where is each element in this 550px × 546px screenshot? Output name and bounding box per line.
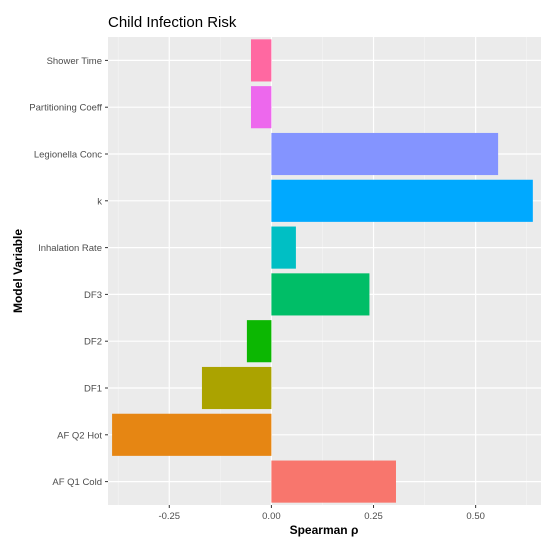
y-tick-label: Inhalation Rate <box>38 243 102 254</box>
bar-k <box>271 179 533 222</box>
bar-df2 <box>246 320 272 363</box>
x-axis-ticks: -0.25 0.00 0.25 0.50 <box>158 505 485 522</box>
bar-af-q2-hot <box>112 413 272 456</box>
x-axis-title: Spearman ρ <box>290 523 359 537</box>
y-tick-label: DF1 <box>84 384 102 395</box>
y-tick-label: Legionella Conc <box>34 150 102 161</box>
bars <box>112 39 533 503</box>
bar-df1 <box>201 366 272 410</box>
x-tick-label: 0.00 <box>262 511 281 522</box>
y-tick-label: DF2 <box>84 337 102 348</box>
y-tick-label: DF3 <box>84 290 102 301</box>
y-axis-title: Model Variable <box>11 229 25 313</box>
y-tick-label: AF Q2 Hot <box>57 430 102 441</box>
bar-legionella-conc <box>271 132 499 176</box>
y-axis-ticks: AF Q1 Cold AF Q2 Hot DF1 DF2 DF3 Inhalation R… <box>29 56 108 488</box>
bar-shower-time <box>250 39 272 82</box>
x-tick-label: 0.50 <box>466 511 485 522</box>
y-tick-label: AF Q1 Cold <box>52 477 102 488</box>
x-tick-label: 0.25 <box>364 511 383 522</box>
y-tick-label: k <box>97 196 102 207</box>
bar-partitioning-coeff <box>250 86 272 129</box>
bar-df3 <box>271 273 370 316</box>
bar-af-q1-cold <box>271 460 396 503</box>
bar-inhalation-rate <box>271 226 296 269</box>
x-tick-label: -0.25 <box>158 511 180 522</box>
y-tick-label: Shower Time <box>47 56 102 67</box>
chart-title: Child Infection Risk <box>108 14 237 31</box>
y-tick-label: Partitioning Coeff <box>29 103 102 114</box>
